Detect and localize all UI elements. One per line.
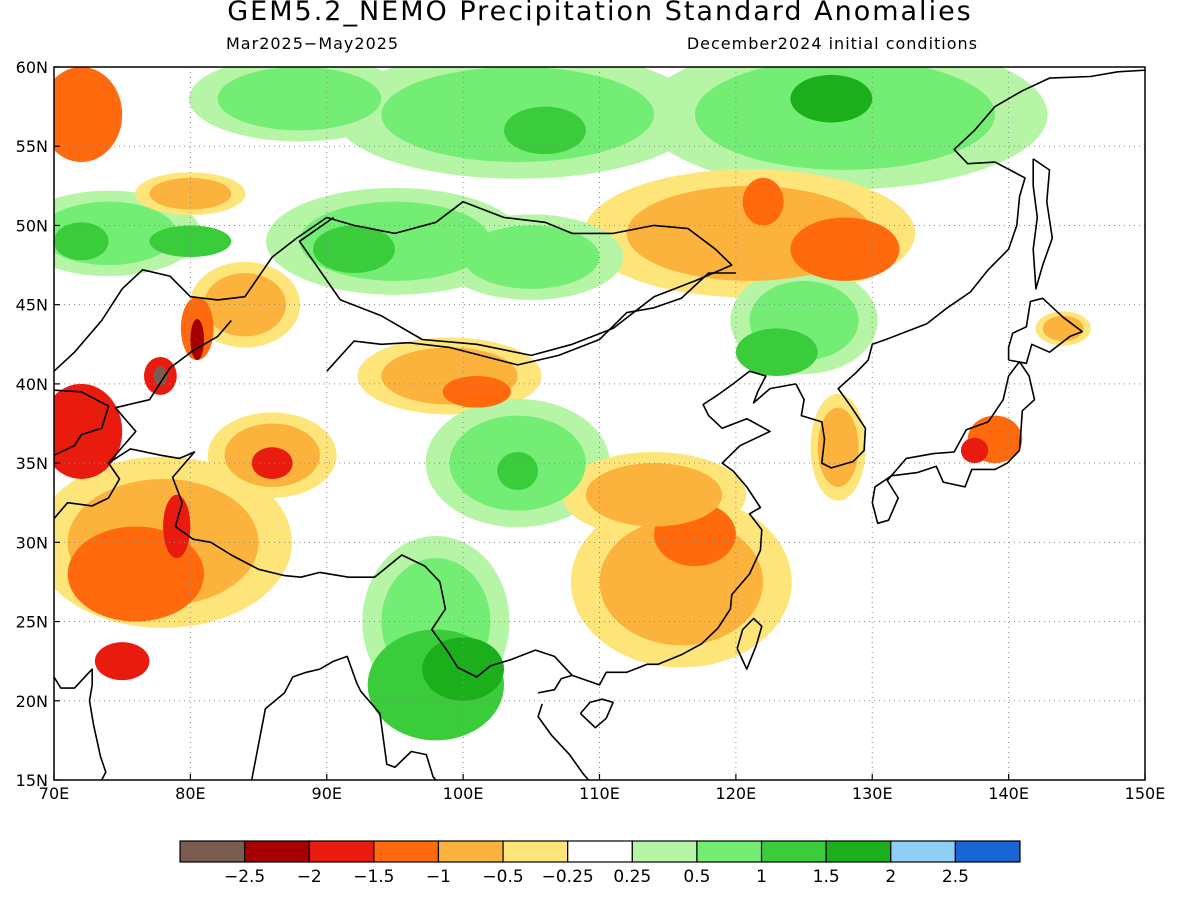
anomaly-region: [422, 637, 505, 701]
legend-label: 1.5: [813, 867, 840, 887]
coastline: [1007, 297, 1084, 365]
lon-tick-label: 130E: [852, 784, 893, 803]
coastline: [54, 389, 110, 456]
legend-swatch: [502, 840, 569, 863]
anomaly-region: [313, 225, 395, 273]
anomaly-region: [742, 177, 784, 226]
anomaly-region: [54, 222, 109, 261]
legend-label: 0.5: [683, 867, 710, 887]
legend-label: −2.5: [224, 867, 265, 887]
legend-label: −1.5: [353, 867, 394, 887]
graticule-grid: [54, 67, 1145, 780]
legend-label: −0.5: [482, 867, 523, 887]
lon-tick-label: 90E: [312, 784, 342, 803]
anomaly-region: [94, 642, 150, 681]
legend-swatch: [890, 840, 956, 863]
legend-label: 0.25: [613, 867, 651, 887]
anomaly-region: [497, 452, 539, 491]
lat-tick-label: 45N: [16, 296, 48, 315]
lon-tick-label: 110E: [579, 784, 620, 803]
lat-tick-label: 20N: [16, 692, 48, 711]
legend-label: −1: [426, 867, 451, 887]
forecast-period: Mar2025−May2025: [226, 34, 400, 53]
axis-ticks: 70E 80E 90E 100E 110E 120E 130E 140E 150E 15N 20N 2…: [16, 58, 1166, 803]
anomaly-region: [504, 106, 586, 155]
legend-label: 2.5: [942, 867, 969, 887]
legend-swatch: [179, 840, 246, 863]
anomaly-region: [54, 383, 123, 479]
legend-swatch: [244, 840, 310, 863]
legend-swatch: [567, 840, 633, 863]
anomaly-region: [960, 437, 989, 464]
anomaly-region: [463, 225, 600, 289]
coastline: [795, 69, 1145, 469]
lon-tick-label: 80E: [175, 784, 205, 803]
coastline: [579, 698, 614, 729]
coastline: [326, 272, 736, 372]
anomaly-region: [790, 217, 900, 281]
anomaly-region: [790, 74, 873, 123]
legend-label: −2: [297, 867, 322, 887]
lat-tick-label: 50N: [16, 216, 48, 235]
legend-swatch: [954, 840, 1021, 863]
coastline: [537, 703, 590, 780]
lon-tick-label: 150E: [1125, 784, 1166, 803]
anomaly-region: [217, 67, 382, 131]
anomaly-region: [442, 375, 511, 408]
legend-swatch: [308, 840, 375, 863]
coastline: [54, 200, 733, 372]
lat-tick-label: 25N: [16, 613, 48, 632]
legend-label: −0.25: [542, 867, 594, 887]
lat-tick-label: 30N: [16, 533, 48, 552]
legend-swatch: [631, 840, 698, 863]
lon-tick-label: 70E: [39, 784, 69, 803]
coastline: [88, 684, 107, 780]
anomaly-field-layer: [54, 67, 1091, 741]
lat-tick-label: 15N: [16, 771, 48, 790]
anomaly-region: [190, 318, 205, 361]
lon-tick-label: 120E: [716, 784, 757, 803]
coastline-layer: [54, 69, 1145, 780]
anomaly-region: [735, 328, 818, 376]
anomaly-region: [149, 177, 232, 210]
coastline: [871, 360, 1036, 525]
anomaly-region: [149, 225, 232, 258]
coastline: [736, 617, 763, 670]
map-title: GEM5.2_NEMO Precipitation Standard Anoma…: [227, 0, 973, 27]
anomaly-region: [251, 447, 293, 479]
legend-swatch: [825, 840, 892, 863]
legend-swatch: [696, 840, 763, 863]
lon-tick-label: 140E: [988, 784, 1029, 803]
legend-swatch: [760, 840, 827, 863]
coastline: [283, 655, 437, 780]
coastline: [537, 674, 573, 694]
coastline: [54, 668, 93, 689]
lat-tick-label: 40N: [16, 375, 48, 394]
coastline: [54, 448, 573, 678]
coastline: [189, 319, 232, 353]
initial-conditions-label: December2024 initial conditions: [686, 34, 978, 53]
coastline: [1032, 158, 1054, 290]
lat-tick-label: 60N: [16, 58, 48, 77]
lon-tick-label: 100E: [443, 784, 484, 803]
legend-label: 2: [885, 867, 896, 887]
anomaly-region: [585, 463, 723, 527]
coastline: [250, 692, 286, 780]
legend-swatch: [373, 840, 440, 863]
legend-swatch: [437, 840, 504, 863]
anomaly-region: [153, 366, 168, 386]
lat-tick-label: 55N: [16, 137, 48, 156]
color-legend: −2.5 −2 −1.5 −1 −0.5 −0.25 0.25 0.5 1 1.5 2 2.5: [179, 840, 1021, 887]
coastline: [571, 370, 797, 686]
legend-label: 1: [756, 867, 767, 887]
lat-tick-label: 35N: [16, 454, 48, 473]
anomaly-region: [54, 67, 123, 163]
coastline: [107, 349, 194, 464]
